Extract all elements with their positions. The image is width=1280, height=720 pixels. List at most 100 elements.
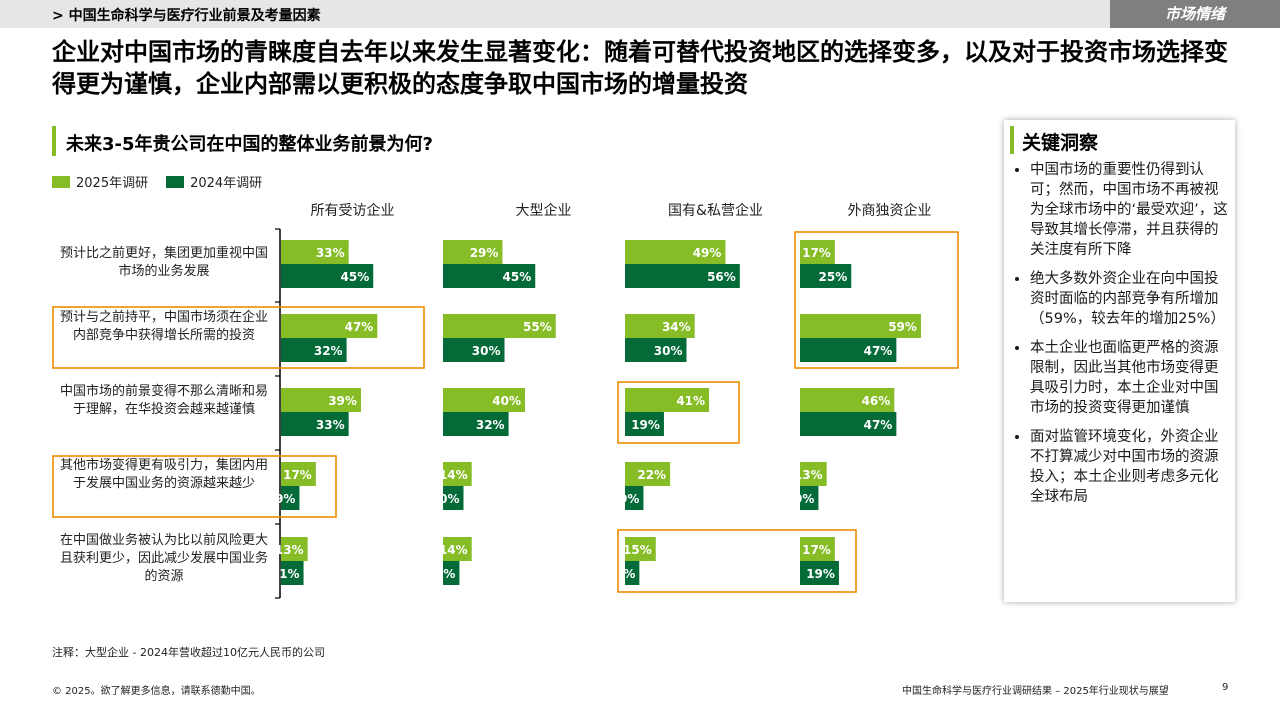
bar-value-label: 30% — [654, 344, 683, 358]
legend-swatch-2024 — [166, 175, 185, 188]
insights-accent-bar — [1010, 126, 1014, 154]
bar-2025 — [281, 462, 316, 486]
bar-value-label: 33% — [316, 418, 345, 432]
question-accent-bar — [52, 126, 56, 156]
bar-2025 — [625, 314, 695, 338]
legend-label-2024: 2024年调研 — [190, 176, 263, 191]
bar-2025 — [443, 314, 556, 338]
bar-2024 — [281, 264, 374, 288]
bar-value-label: 47% — [864, 344, 893, 358]
bar-2024 — [625, 561, 640, 585]
bar-value-label: 9% — [619, 492, 639, 506]
insight-item: 本土企业也面临更严格的资源限制，因此当其他市场变得更具吸引力时，本土企业对中国市… — [1030, 338, 1230, 418]
footnote: 注释：大型企业 - 2024年营收超过10亿元人民币的公司 — [52, 646, 325, 659]
bar-value-label: 56% — [707, 270, 736, 284]
insights-list: 中国市场的重要性仍得到认可；然而，中国市场不再被视为全球市场中的‘最受欢迎’，这… — [1010, 160, 1230, 516]
bar-value-label: 45% — [341, 270, 370, 284]
bar-value-label: 47% — [864, 418, 893, 432]
bar-2024 — [800, 561, 839, 585]
highlight-box — [52, 455, 337, 518]
bar-2024 — [625, 264, 740, 288]
bar-value-label: 17% — [283, 468, 312, 482]
insight-item: 中国市场的重要性仍得到认可；然而，中国市场不再被视为全球市场中的‘最受欢迎’，这… — [1030, 160, 1230, 260]
bar-value-label: 14% — [439, 468, 468, 482]
bar-value-label: 13% — [794, 468, 823, 482]
panel-header-large: 大型企业 — [515, 203, 572, 219]
bar-value-label: 25% — [819, 270, 848, 284]
bar-value-label: 33% — [316, 246, 345, 260]
bar-2025 — [800, 537, 835, 561]
bar-value-label: 11% — [271, 567, 300, 581]
bar-2025 — [800, 388, 895, 412]
chart-legend: 2025年调研 2024年调研 — [52, 172, 262, 191]
bar-value-label: 13% — [275, 543, 304, 557]
chart-title: 未来3-5年贵公司在中国的整体业务前景为何? — [66, 134, 433, 155]
bar-2024 — [281, 486, 300, 510]
bar-2025 — [625, 388, 710, 412]
bar-value-label: 34% — [662, 320, 691, 334]
section-tag: 市场情绪 — [1110, 0, 1280, 28]
bar-2024 — [443, 338, 505, 362]
bar-2024 — [281, 338, 347, 362]
bar-2024 — [443, 264, 536, 288]
bar-value-label: 14% — [439, 543, 468, 557]
bar-2025 — [443, 240, 503, 264]
bar-2024 — [800, 412, 897, 436]
bar-value-label: 17% — [802, 246, 831, 260]
bar-2025 — [800, 240, 835, 264]
bar-2024 — [443, 561, 460, 585]
bar-value-label: 10% — [431, 492, 460, 506]
bar-value-label: 32% — [476, 418, 505, 432]
bar-2025 — [281, 314, 378, 338]
bar-value-label: 40% — [492, 394, 521, 408]
bar-2024 — [625, 486, 644, 510]
breadcrumb: > 中国生命科学与医疗行业前景及考量因素 — [52, 8, 321, 24]
bar-value-label: 45% — [503, 270, 532, 284]
bar-value-label: 29% — [470, 246, 499, 260]
bar-value-label: 32% — [314, 344, 343, 358]
row-label-other-markets: 其他市场变得更有吸引力，集团内用于发展中国业务的资源越来越少 — [59, 458, 268, 491]
highlight-box — [794, 231, 959, 369]
insight-item: 绝大多数外资企业在向中国投资时面临的内部竞争有所增加（59%，较去年的增加25%… — [1030, 269, 1230, 329]
panel-header-foreign: 外商独资企业 — [847, 203, 932, 219]
bar-2024 — [443, 486, 464, 510]
key-insights-panel: 关键洞察 中国市场的重要性仍得到认可；然而，中国市场不再被视为全球市场中的‘最受… — [1004, 120, 1235, 602]
bar-2024 — [800, 338, 897, 362]
bar-2025 — [443, 388, 525, 412]
bar-2025 — [443, 537, 472, 561]
top-bar: > 中国生命科学与医疗行业前景及考量因素 市场情绪 — [0, 0, 1280, 28]
copyright: © 2025。欲了解更多信息，请联系德勤中国。 — [52, 686, 261, 697]
bar-2024 — [443, 412, 509, 436]
row-label-better: 预计比之前更好，集团更加重视中国市场的业务发展 — [59, 246, 268, 279]
bar-2025 — [625, 240, 726, 264]
bar-2024 — [625, 338, 687, 362]
legend-item-2025: 2025年调研 — [52, 172, 148, 191]
report-title: 中国生命科学与医疗行业调研结果 – 2025年行业现状与展望 — [902, 686, 1169, 697]
highlight-box — [617, 381, 740, 444]
bar-value-label: 39% — [328, 394, 357, 408]
highlight-box — [617, 529, 857, 593]
bar-value-label: 59% — [888, 320, 917, 334]
bar-2025 — [281, 388, 361, 412]
panel-header-soe-private: 国有&私营企业 — [668, 203, 763, 219]
bar-2024 — [625, 412, 664, 436]
legend-swatch-2025 — [52, 175, 70, 188]
bar-value-label: 55% — [523, 320, 552, 334]
bar-value-label: 41% — [676, 394, 705, 408]
legend-label-2025: 2025年调研 — [76, 176, 149, 191]
bar-2024 — [281, 412, 349, 436]
bar-value-label: 30% — [472, 344, 501, 358]
bar-value-label: 47% — [345, 320, 374, 334]
insights-title: 关键洞察 — [1022, 132, 1099, 154]
bar-value-label: 19% — [631, 418, 660, 432]
insight-item: 面对监管环境变化，外资企业不打算减少对中国市场的资源投入；本土企业则考虑多元化全… — [1030, 427, 1230, 507]
highlight-box — [52, 306, 425, 369]
bar-2025 — [800, 462, 827, 486]
row-label-flat: 预计与之前持平，中国市场须在企业内部竞争中获得增长所需的投资 — [59, 310, 268, 343]
bar-2024 — [800, 486, 819, 510]
bar-value-label: 7% — [615, 567, 635, 581]
bar-value-label: 49% — [693, 246, 722, 260]
bar-value-label: 17% — [802, 543, 831, 557]
bar-value-label: 8% — [435, 567, 455, 581]
bar-value-label: 9% — [275, 492, 295, 506]
